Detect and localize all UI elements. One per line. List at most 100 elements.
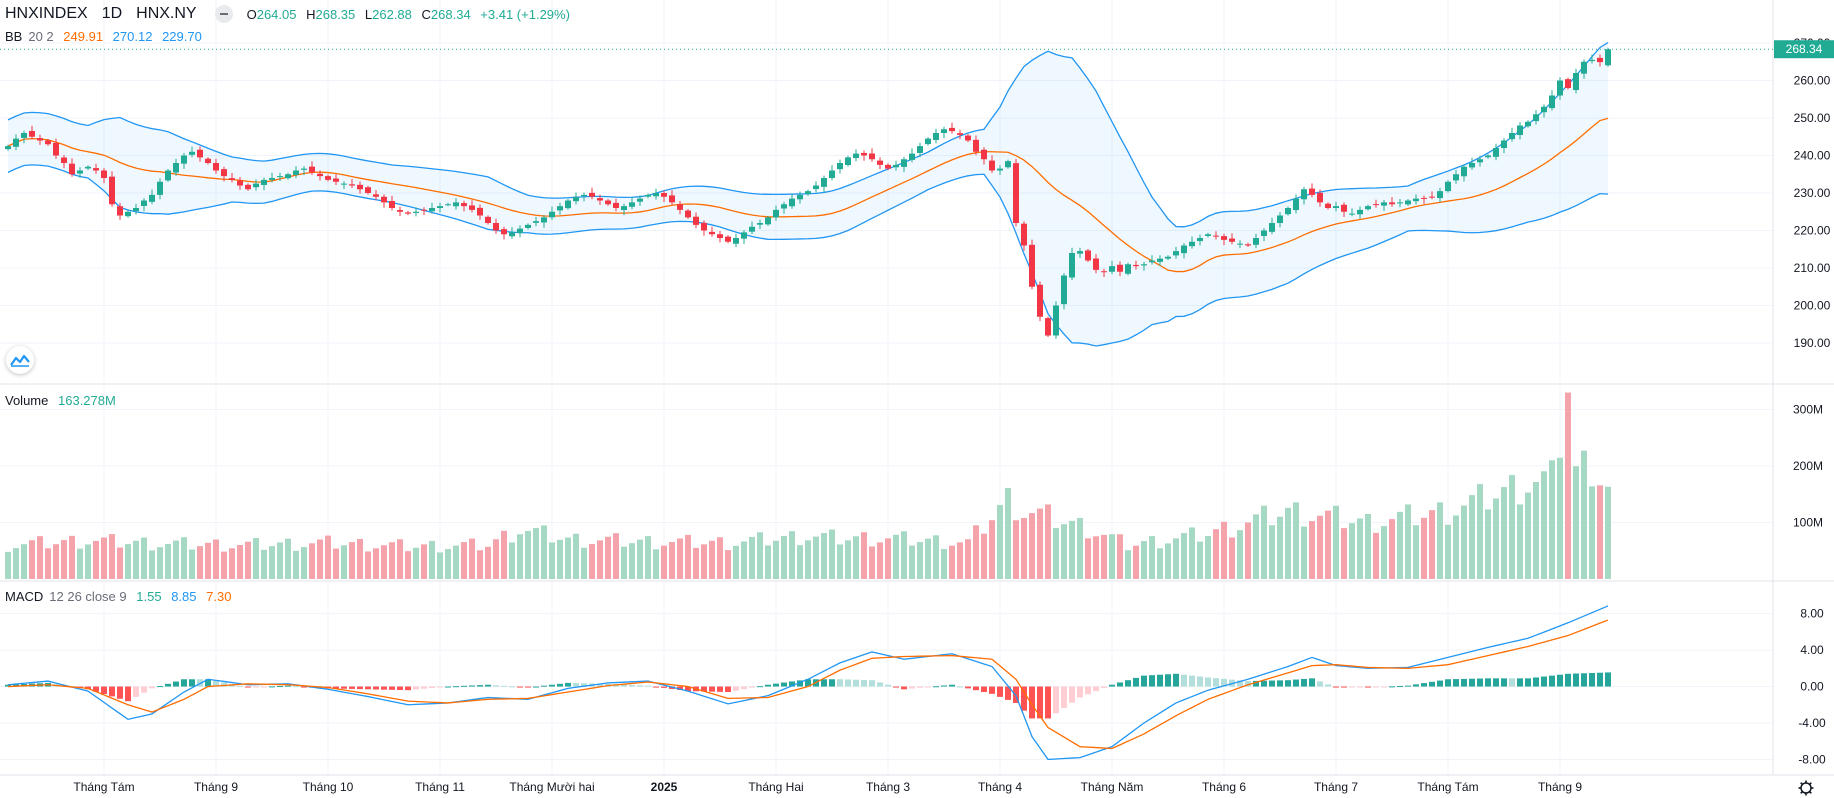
volume-bar	[693, 547, 699, 579]
minus-circle-icon[interactable]	[214, 5, 233, 23]
volume-bar	[1069, 520, 1075, 579]
macd-histogram-bar	[1565, 673, 1571, 687]
macd-histogram-bar	[1245, 681, 1251, 687]
volume-bar	[1541, 471, 1547, 579]
bb-legend[interactable]: BB 20 2 249.91 270.12 229.70	[5, 29, 208, 44]
volume-bar	[85, 544, 91, 579]
volume-bar	[493, 539, 499, 579]
macd-histogram-bar	[301, 686, 307, 688]
macd-histogram-bar	[277, 686, 283, 688]
gear-icon-tooth	[1800, 782, 1804, 786]
symbol-name[interactable]: HNXINDEX	[5, 5, 88, 22]
macd-histogram-bar	[1421, 683, 1427, 687]
volume-bar	[445, 548, 451, 579]
candle-body	[741, 232, 747, 239]
macd-histogram-bar	[117, 686, 123, 699]
volume-bar	[5, 551, 11, 579]
volume-bar	[45, 548, 51, 579]
candle-body	[1237, 243, 1243, 245]
macd-histogram-bar	[1549, 675, 1555, 687]
volume-bar	[1157, 548, 1163, 579]
close-value: 268.34	[430, 6, 471, 22]
volume-bar	[773, 540, 779, 579]
volume-bar	[637, 539, 643, 579]
candle-body	[61, 157, 67, 163]
candle-body	[413, 211, 419, 213]
macd-histogram-bar	[1221, 678, 1227, 687]
candle-body	[1597, 57, 1603, 63]
volume-bar	[1501, 487, 1507, 579]
candle-body	[261, 179, 267, 185]
candle-body	[13, 138, 19, 147]
volume-bar	[1325, 510, 1331, 579]
macd-histogram-bar	[445, 686, 451, 688]
macd-legend[interactable]: MACD 12 26 close 9 1.55 8.85 7.30	[5, 589, 237, 604]
volume-bar	[1357, 518, 1363, 579]
candle-body	[469, 205, 475, 210]
open-value: 264.05	[256, 6, 297, 22]
candle-body	[93, 168, 99, 171]
macd-histogram-bar	[149, 686, 155, 689]
high-value: 268.35	[315, 6, 356, 22]
macd-histogram-bar	[189, 679, 195, 687]
macd-histogram-bar	[1525, 678, 1531, 687]
macd-histogram-bar	[1077, 686, 1083, 698]
candle-body	[805, 191, 811, 195]
macd-histogram-bar	[1037, 686, 1043, 719]
volume-bar	[981, 533, 987, 579]
volume-bar	[237, 544, 243, 579]
macd-histogram-bar	[717, 686, 723, 692]
candle-body	[1485, 155, 1491, 158]
candle-body	[1349, 213, 1355, 215]
macd-label: MACD	[5, 589, 44, 604]
candle-body	[773, 209, 779, 218]
candle-body	[1085, 250, 1091, 261]
candle-body	[581, 194, 587, 197]
volume-bar	[781, 536, 787, 579]
candle-body	[1381, 202, 1387, 206]
volume-legend[interactable]: Volume 163.278M	[5, 393, 122, 408]
macd-histogram-bar	[421, 686, 427, 689]
macd-histogram-bar	[805, 679, 811, 687]
volume-bar	[469, 538, 475, 579]
macd-histogram-bar	[853, 679, 859, 687]
candle-body	[1341, 204, 1347, 212]
volume-bar	[557, 539, 563, 579]
candle-body	[1069, 253, 1075, 278]
volume-bar	[541, 525, 547, 579]
gear-icon[interactable]	[1798, 780, 1814, 796]
timeframe[interactable]: 1D	[101, 5, 123, 22]
candle-body	[669, 195, 675, 203]
macd-histogram-bar	[653, 686, 659, 688]
macd-histogram-bar	[1381, 686, 1387, 688]
volume-bar	[1181, 533, 1187, 579]
candle-body	[1309, 188, 1315, 195]
candle-body	[853, 153, 859, 159]
candle-body	[245, 184, 251, 190]
macd-histogram-bar	[637, 685, 643, 687]
volume-bar	[1525, 492, 1531, 579]
volume-bar	[517, 534, 523, 579]
volume-bar	[717, 537, 723, 579]
candle-body	[405, 212, 411, 214]
volume-bar	[1005, 488, 1011, 579]
candle-body	[1037, 284, 1043, 317]
candle-body	[1373, 204, 1379, 206]
macd-histogram-bar	[1445, 679, 1451, 687]
macd-histogram-bar	[101, 686, 107, 695]
macd-histogram-bar	[677, 686, 683, 691]
volume-bar	[181, 537, 187, 579]
macd-histogram-bar	[773, 683, 779, 687]
candle-body	[533, 221, 539, 223]
macd-histogram-bar	[157, 686, 163, 688]
symbol-header: HNXINDEX 1D HNX.NY O264.05 H268.35 L262.…	[5, 3, 576, 25]
price-tick-label: 260.00	[1794, 74, 1831, 88]
volume-bar	[1573, 466, 1579, 579]
macd-histogram-bar	[357, 686, 363, 690]
macd-histogram-bar	[389, 686, 395, 690]
volume-bar	[1381, 526, 1387, 579]
candle-body	[997, 168, 1003, 171]
tradingview-logo-icon[interactable]	[6, 346, 34, 374]
